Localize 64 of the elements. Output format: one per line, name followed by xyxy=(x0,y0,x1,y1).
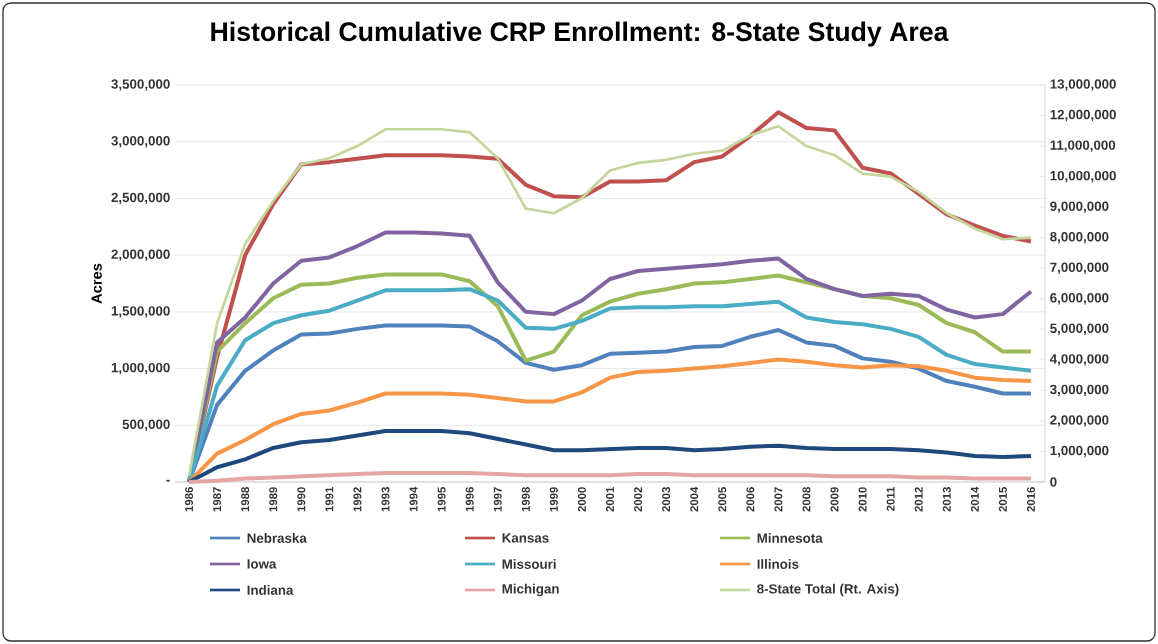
y-tick-label: 3,000,000 xyxy=(111,136,170,148)
x-tick-label: 1987 xyxy=(213,487,222,512)
y2-tick-label: 8,000,000 xyxy=(1050,232,1109,244)
x-tick-label: 2004 xyxy=(690,486,699,512)
x-tick-label: 1988 xyxy=(241,487,250,512)
y-tick-label: 500,000 xyxy=(122,419,170,431)
x-tick-label: 2010 xyxy=(858,487,867,512)
x-tick-label: 2008 xyxy=(802,487,811,512)
y-tick-label: - xyxy=(166,479,170,482)
x-tick-label: 2005 xyxy=(718,487,727,512)
x-tick-label: 2007 xyxy=(774,487,783,512)
x-tick-label: 2013 xyxy=(942,487,951,512)
y-tick-label: 3,500,000 xyxy=(111,79,170,91)
x-tick-label: 1996 xyxy=(465,487,474,512)
x-tick-label: 1994 xyxy=(409,486,418,512)
y2-tick-label: 12,000,000 xyxy=(1050,109,1116,122)
x-tick-label: 1986 xyxy=(185,487,194,512)
y-axis-title: Acres xyxy=(91,263,102,304)
legend-label: Michigan xyxy=(502,583,559,597)
x-tick-label: 1991 xyxy=(325,487,334,512)
y-tick-label: 2,500,000 xyxy=(111,192,170,205)
x-tick-label: 1995 xyxy=(437,487,446,512)
y2-tick-label: 13,000,000 xyxy=(1050,79,1116,91)
chart-title: Historical Cumulative CRP Enrollment: 8-State Study Area xyxy=(211,21,949,47)
legend-label: Iowa xyxy=(247,559,277,569)
y2-tick-label: 10,000,000 xyxy=(1050,170,1116,183)
legend-label: Indiana xyxy=(247,585,294,595)
x-tick-label: 2014 xyxy=(970,486,979,512)
y2-tick-label: 3,000,000 xyxy=(1050,384,1109,397)
y2-tick-label: 11,000,000 xyxy=(1050,140,1116,152)
y-tick-label: 1,500,000 xyxy=(111,306,170,318)
x-tick-label: 1999 xyxy=(549,487,558,512)
x-tick-label: 1989 xyxy=(269,487,278,512)
y2-tick-label: 2,000,000 xyxy=(1050,415,1109,427)
y2-tick-label: 0 xyxy=(1050,477,1057,487)
legend-label: Minnesota xyxy=(757,533,823,543)
y-tick-label: 1,000,000 xyxy=(111,362,170,375)
x-tick-label: 2011 xyxy=(886,487,895,511)
x-tick-label: 2001 xyxy=(606,487,615,512)
x-tick-label: 1997 xyxy=(493,487,502,512)
x-tick-label: 2000 xyxy=(577,487,586,512)
y-tick-label: 2,000,000 xyxy=(111,249,170,261)
legend-label: Missouri xyxy=(502,559,556,569)
x-tick-label: 2009 xyxy=(830,487,839,512)
y2-tick-label: 4,000,000 xyxy=(1049,354,1109,366)
x-tick-label: 1993 xyxy=(381,487,390,512)
y2-tick-label: 9,000,000 xyxy=(1050,201,1109,213)
x-tick-label: 2012 xyxy=(914,487,923,512)
legend-label: Illinois xyxy=(757,559,799,569)
x-tick-label: 1990 xyxy=(297,487,306,512)
x-tick-label: 2015 xyxy=(998,487,1007,512)
x-tick-label: 1992 xyxy=(353,487,362,512)
x-tick-label: 2003 xyxy=(662,487,671,512)
x-tick-label: 2016 xyxy=(1026,487,1035,512)
legend-label: Kansas xyxy=(502,533,549,543)
y2-tick-label: 6,000,000 xyxy=(1050,293,1109,305)
x-tick-label: 2002 xyxy=(634,487,643,512)
y2-tick-label: 5,000,000 xyxy=(1050,323,1109,335)
y2-tick-label: 1,000,000 xyxy=(1050,445,1109,458)
legend-label: Nebraska xyxy=(247,533,307,543)
y2-tick-label: 7,000,000 xyxy=(1050,262,1109,274)
x-tick-label: 1998 xyxy=(521,487,530,512)
x-tick-label: 2006 xyxy=(746,487,755,512)
legend-label: 8-State Total (Rt. Axis) xyxy=(757,583,899,597)
